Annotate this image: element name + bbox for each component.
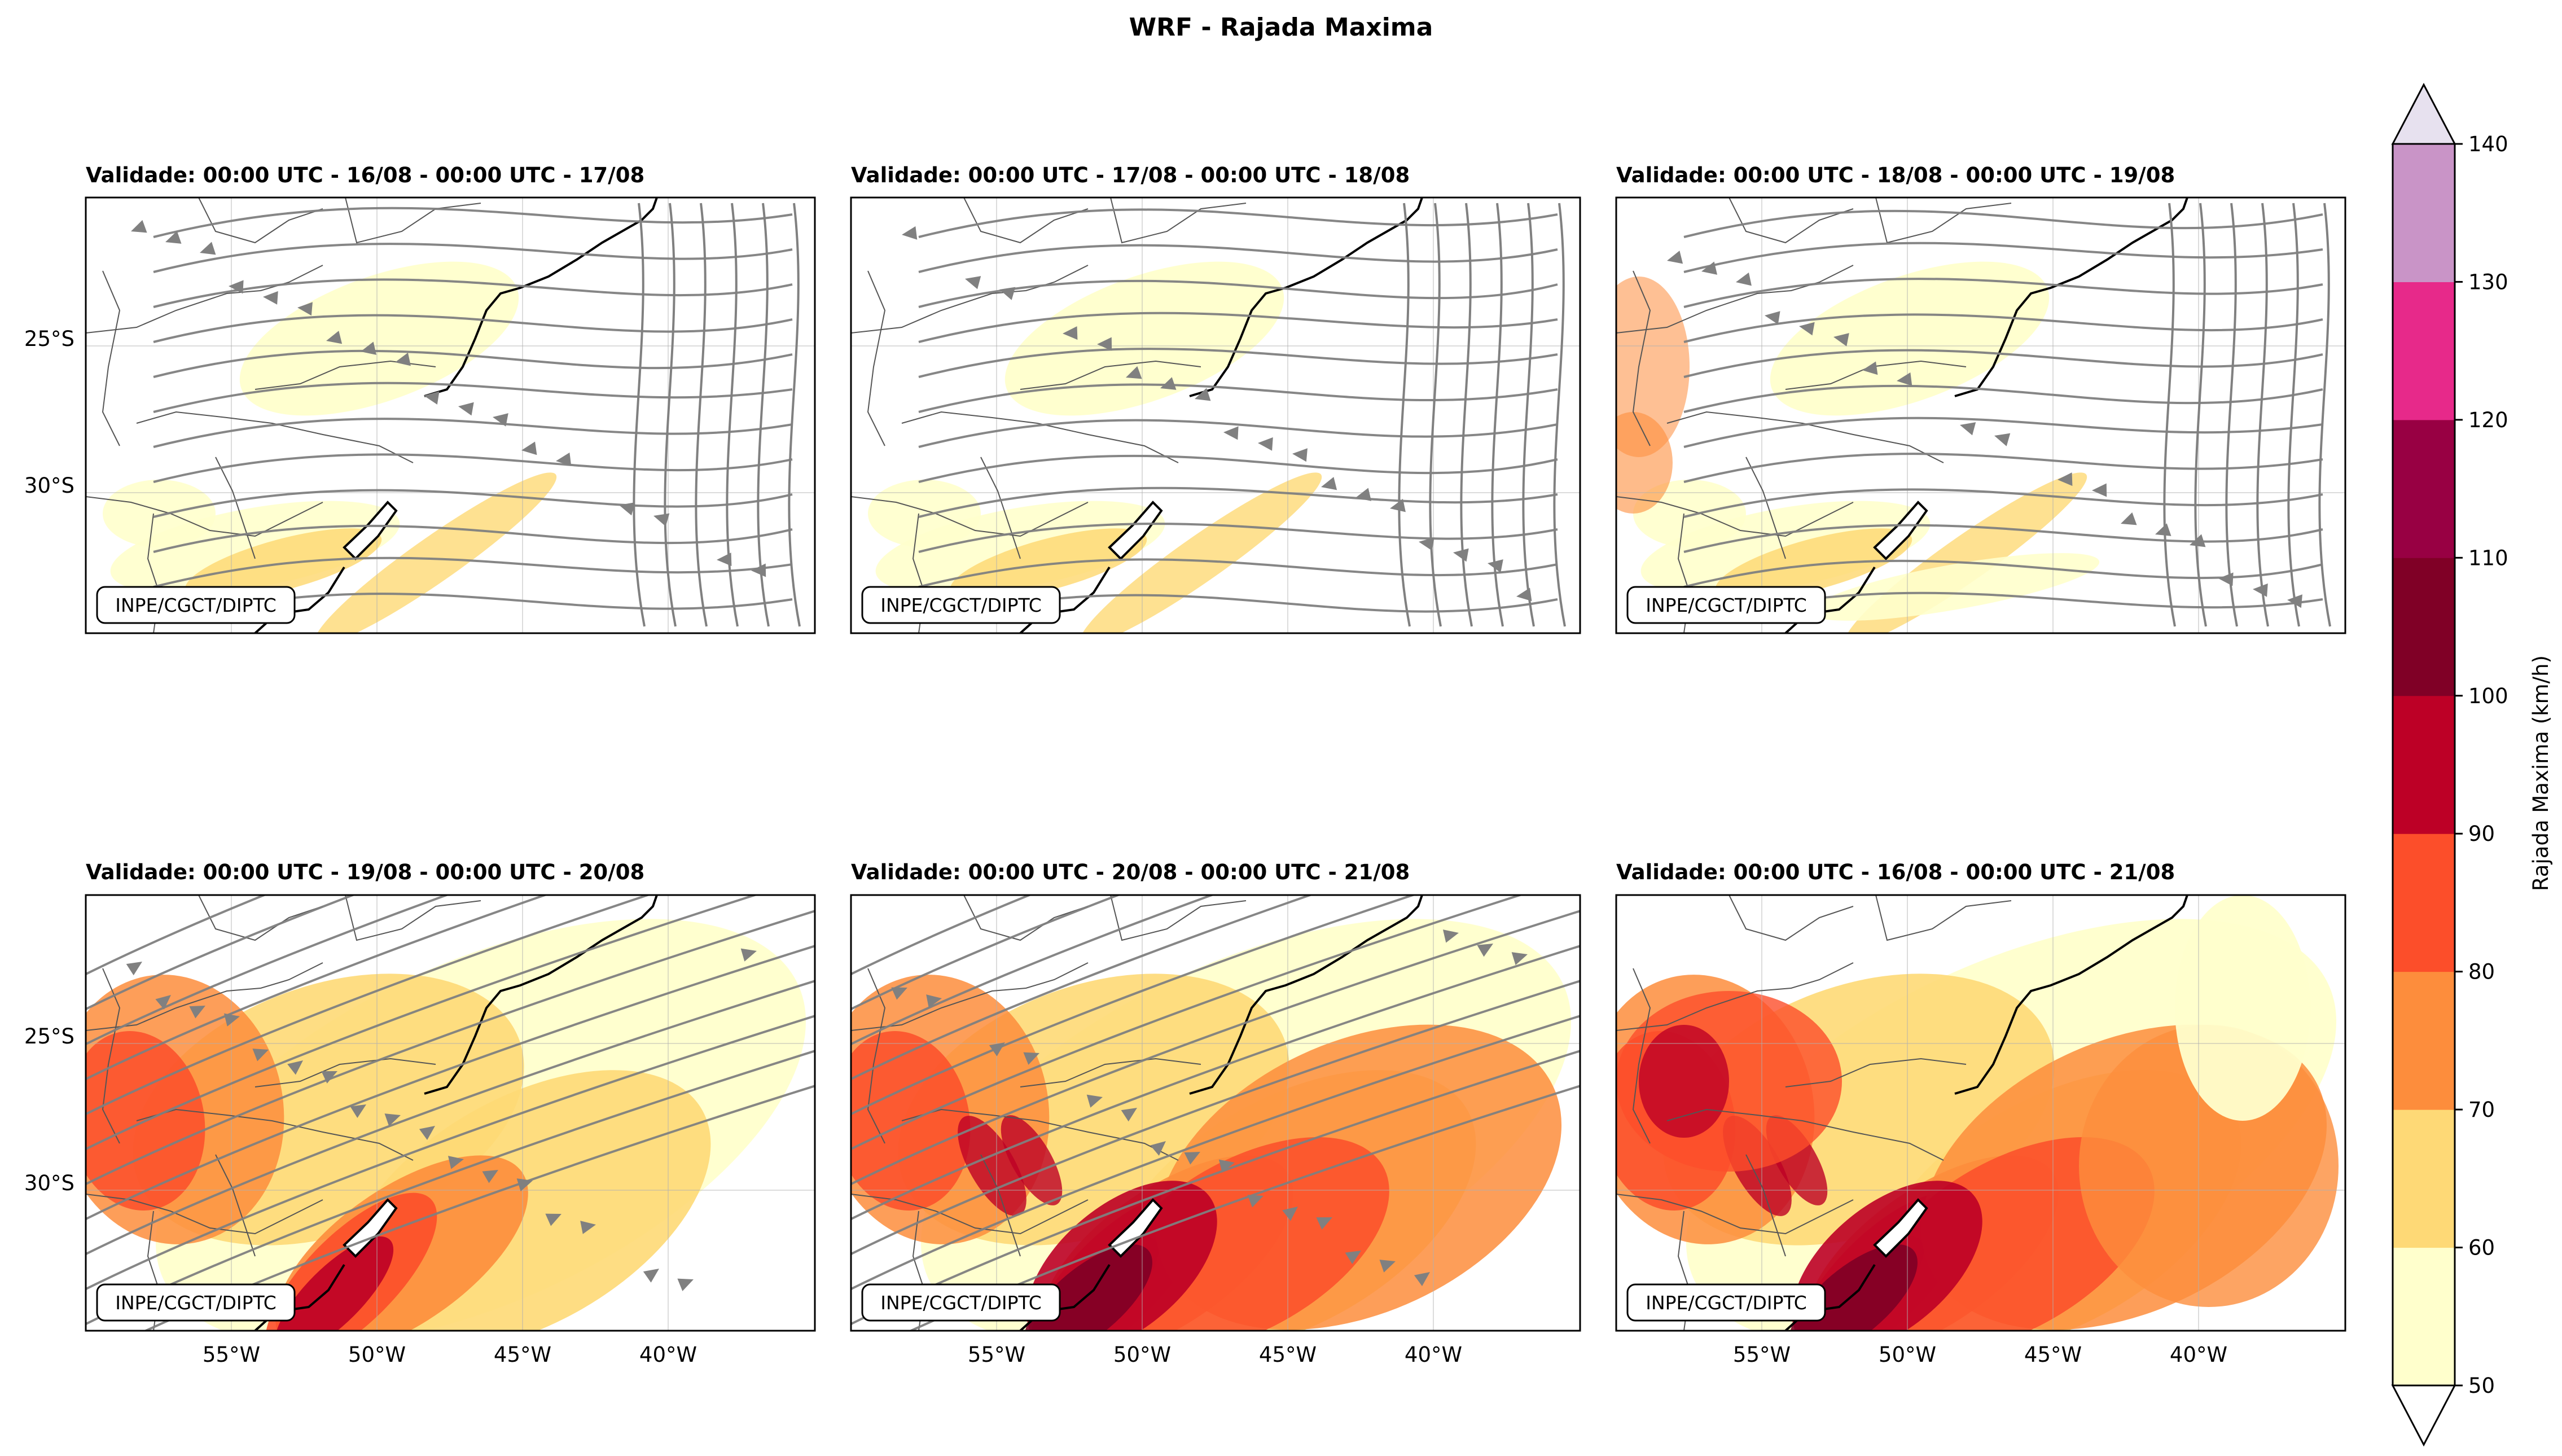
panel-4-lon-tick-40: 40°W	[639, 1343, 697, 1367]
panel-5-lon-tick-50: 50°W	[1113, 1343, 1171, 1367]
colorbar-segment	[2393, 282, 2455, 420]
panel-1-lat-tick-30: 30°S	[24, 473, 74, 498]
colorbar-tick-label: 120	[2468, 408, 2508, 432]
panel-6-lon-tick-40: 40°W	[2170, 1343, 2227, 1367]
colorbar-tick-label: 140	[2468, 132, 2508, 156]
colorbar-segment	[2393, 834, 2455, 972]
colorbar-segment	[2393, 1109, 2455, 1248]
panel-5-map-body	[851, 895, 1580, 1331]
colorbar-tick-label: 80	[2468, 960, 2495, 984]
map-panel-1: Validade: 00:00 UTC - 16/08 - 00:00 UTC …	[24, 163, 816, 634]
colorbar-segment	[2393, 419, 2455, 558]
panel-1-lat-tick-25: 25°S	[24, 327, 74, 351]
map-panel-4: Validade: 00:00 UTC - 19/08 - 00:00 UTC …	[24, 860, 816, 1367]
colorbar: 50 60 70 80 90 100 110 120 130 140 Rajada Maxima …	[2391, 82, 2553, 1447]
map-panel-3: Validade: 00:00 UTC - 18/08 - 00:00 UTC …	[1615, 163, 2346, 634]
panel-2-credit-box: INPE/CGCT/DIPTC	[861, 586, 1061, 624]
panel-4-lon-tick-45: 45°W	[494, 1343, 551, 1367]
colorbar-ticks: 50 60 70 80 90 100 110 120 130 140	[2455, 132, 2508, 1398]
panel-4-frame	[85, 894, 816, 1332]
panel-4-lon-tick-50: 50°W	[348, 1343, 406, 1367]
panel-1-frame	[85, 196, 816, 634]
panel-5-lon-tick-55: 55°W	[968, 1343, 1025, 1367]
panel-6-title: Validade: 00:00 UTC - 16/08 - 00:00 UTC …	[1616, 860, 2175, 884]
colorbar-tick-label: 90	[2468, 822, 2495, 846]
panel-1-map-body	[86, 198, 815, 633]
panel-3-credit-box: INPE/CGCT/DIPTC	[1626, 586, 1826, 624]
panel-5-credit-box: INPE/CGCT/DIPTC	[861, 1283, 1061, 1322]
colorbar-segment	[2393, 558, 2455, 696]
panel-4-lon-tick-55: 55°W	[203, 1343, 260, 1367]
panel-4-credit-box: INPE/CGCT/DIPTC	[96, 1283, 296, 1322]
panel-4-lat-tick-25: 25°S	[24, 1024, 74, 1049]
panel-1-title: Validade: 00:00 UTC - 16/08 - 00:00 UTC …	[86, 163, 644, 187]
colorbar-tick-label: 130	[2468, 270, 2508, 294]
panel-2-map-body	[851, 198, 1580, 633]
colorbar-segment	[2393, 144, 2455, 282]
colorbar-segment	[2393, 971, 2455, 1110]
panel-2-frame	[850, 196, 1581, 634]
colorbar-tick-label: 100	[2468, 684, 2508, 708]
panel-6-lon-tick-50: 50°W	[1879, 1343, 1936, 1367]
panel-4-credit: INPE/CGCT/DIPTC	[115, 1292, 277, 1314]
colorbar-tick-label: 110	[2468, 546, 2508, 570]
panel-3-credit: INPE/CGCT/DIPTC	[1646, 594, 1807, 616]
colorbar-tick-label: 70	[2468, 1098, 2495, 1122]
panel-3-frame	[1615, 196, 2346, 634]
colorbar-segment	[2393, 1247, 2455, 1386]
figure-title: WRF - Rajada Maxima	[1129, 13, 1433, 42]
map-panel-2: Validade: 00:00 UTC - 17/08 - 00:00 UTC …	[850, 163, 1581, 634]
colorbar-segments	[2391, 82, 2456, 1447]
colorbar-tick-label: 50	[2468, 1374, 2495, 1398]
map-panel-5: Validade: 00:00 UTC - 20/08 - 00:00 UTC …	[850, 860, 1581, 1367]
colorbar-label: Rajada Maxima (km/h)	[2529, 655, 2553, 891]
panel-5-lon-tick-40: 40°W	[1405, 1343, 1462, 1367]
panel-6-lon-tick-55: 55°W	[1733, 1343, 1791, 1367]
colorbar-segment	[2393, 695, 2455, 834]
panel-6-frame	[1615, 894, 2346, 1332]
panel-1-credit-box: INPE/CGCT/DIPTC	[96, 586, 296, 624]
panel-4-title: Validade: 00:00 UTC - 19/08 - 00:00 UTC …	[86, 860, 644, 884]
panel-5-title: Validade: 00:00 UTC - 20/08 - 00:00 UTC …	[851, 860, 1410, 884]
panel-4-map-body	[86, 895, 815, 1331]
panel-6-credit-box: INPE/CGCT/DIPTC	[1626, 1283, 1826, 1322]
panel-5-frame	[850, 894, 1581, 1332]
panel-6-lon-tick-45: 45°W	[2024, 1343, 2082, 1367]
panel-3-map-body	[1616, 198, 2345, 633]
panel-6-credit: INPE/CGCT/DIPTC	[1646, 1292, 1807, 1314]
panel-5-credit: INPE/CGCT/DIPTC	[880, 1292, 1042, 1314]
colorbar-tick-label: 60	[2468, 1236, 2495, 1260]
panel-3-title: Validade: 00:00 UTC - 18/08 - 00:00 UTC …	[1616, 163, 2175, 187]
panel-4-lat-tick-30: 30°S	[24, 1171, 74, 1195]
panel-2-title: Validade: 00:00 UTC - 17/08 - 00:00 UTC …	[851, 163, 1410, 187]
panel-6-map-body	[1616, 895, 2345, 1331]
panel-2-credit: INPE/CGCT/DIPTC	[880, 594, 1042, 616]
panel-1-credit: INPE/CGCT/DIPTC	[115, 594, 277, 616]
map-panel-6: Validade: 00:00 UTC - 16/08 - 00:00 UTC …	[1615, 860, 2346, 1367]
panel-5-lon-tick-45: 45°W	[1259, 1343, 1317, 1367]
